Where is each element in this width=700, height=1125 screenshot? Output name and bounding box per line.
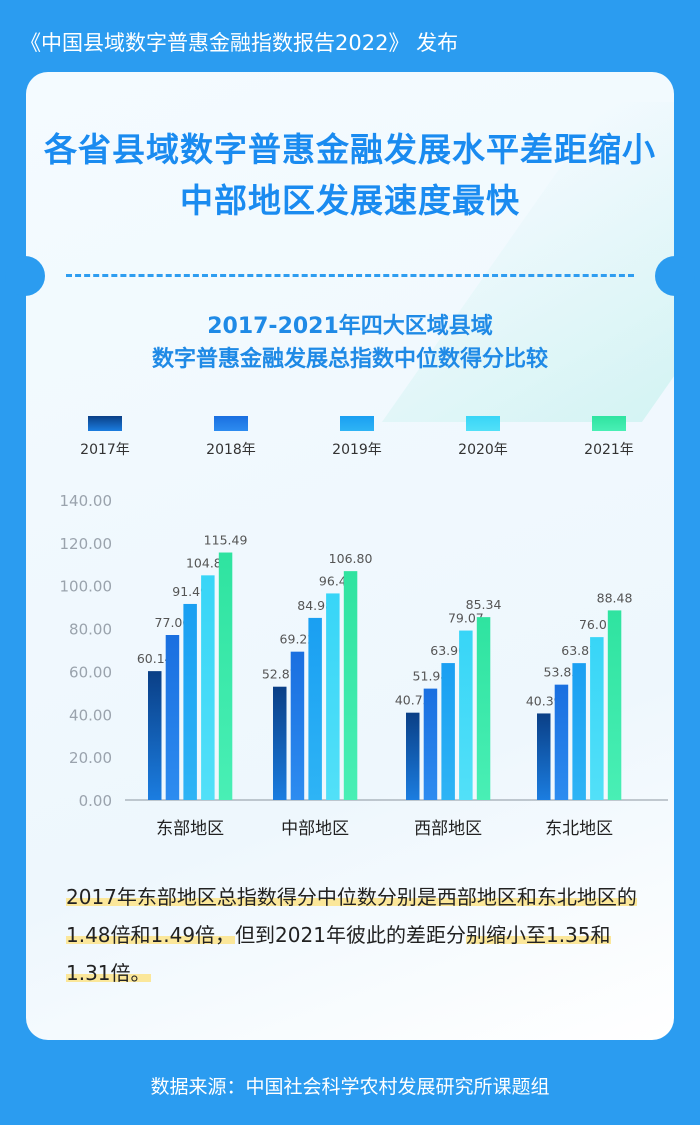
bar <box>308 617 322 800</box>
data-label: 77.00 <box>155 615 191 630</box>
y-tick-label: 80.00 <box>69 621 112 639</box>
dashed-divider <box>66 274 634 277</box>
info-card <box>26 72 674 1040</box>
bar <box>459 630 473 800</box>
bar <box>406 712 420 800</box>
x-category-label: 中部地区 <box>281 819 349 839</box>
note-text: 但到2021年彼此的差距分 <box>235 923 466 947</box>
release-title: 《中国县域数字普惠金融指数报告2022》 发布 <box>20 31 459 55</box>
bar <box>326 593 340 800</box>
x-category-label: 西部地区 <box>414 819 482 839</box>
data-label: 115.49 <box>204 533 248 548</box>
legend-swatch <box>88 416 122 431</box>
legend-item: 2017年 <box>60 416 150 459</box>
ticket-notch-right <box>655 256 695 296</box>
bar <box>165 635 180 800</box>
data-label: 51.98 <box>413 669 449 684</box>
summary-note: 2017年东部地区总指数得分中位数分别是西部地区和东北地区的1.48倍和1.49… <box>66 878 646 992</box>
bar-chart: 0.00 20.00 40.00 60.00 80.00 100.00 120.00 140.… <box>60 492 668 839</box>
ticket-notch-left <box>5 256 45 296</box>
bar <box>572 663 586 800</box>
bar <box>590 637 604 800</box>
y-tick-label: 100.00 <box>60 578 113 596</box>
data-label: 85.34 <box>466 597 502 612</box>
data-label: 52.87 <box>262 667 298 682</box>
headline-line-1: 各省县域数字普惠金融发展水平差距缩小 <box>44 130 656 169</box>
y-tick-label: 40.00 <box>69 706 112 724</box>
legend-item: 2020年 <box>438 416 528 459</box>
bar <box>537 713 551 800</box>
data-label: 53.83 <box>544 665 580 680</box>
data-label: 84.98 <box>297 598 333 613</box>
bar <box>607 610 622 800</box>
data-label: 63.90 <box>430 643 466 658</box>
data-source: 数据来源：中国社会科学农村发展研究所课题组 <box>150 1076 550 1098</box>
chart-title-line-1: 2017-2021年四大区域县域 <box>207 314 493 339</box>
x-category-label: 东部地区 <box>156 819 224 839</box>
data-label: 40.75 <box>395 693 431 708</box>
data-label: 91.49 <box>172 584 208 599</box>
y-tick-label: 60.00 <box>69 663 112 681</box>
bar <box>183 603 197 800</box>
headline-line-2: 中部地区发展速度最快 <box>180 181 520 220</box>
chart-title-line-2: 数字普惠金融发展总指数中位数得分比较 <box>151 347 548 372</box>
y-tick-label: 140.00 <box>60 492 113 510</box>
legend-label: 2017年 <box>80 442 130 458</box>
legend-label: 2021年 <box>584 442 634 458</box>
legend-swatch <box>592 416 626 431</box>
legend-item: 2018年 <box>186 416 276 459</box>
bar <box>423 688 438 800</box>
y-tick-label: 0.00 <box>79 792 112 810</box>
data-label: 76.01 <box>579 617 615 632</box>
bar <box>218 552 233 800</box>
data-label: 96.4 <box>319 573 347 588</box>
bar <box>290 651 305 800</box>
bar <box>273 686 287 800</box>
x-category-label: 东北地区 <box>545 819 613 839</box>
legend-label: 2020年 <box>458 442 508 458</box>
data-label: 88.48 <box>597 590 633 605</box>
legend-swatch <box>214 416 248 431</box>
data-label: 106.80 <box>329 551 373 566</box>
legend-label: 2018年 <box>206 442 256 458</box>
bar <box>343 571 358 800</box>
y-tick-label: 20.00 <box>69 749 112 767</box>
data-label: 69.22 <box>280 632 316 647</box>
data-label: 79.07 <box>448 611 484 626</box>
legend-swatch <box>466 416 500 431</box>
bar <box>441 663 455 800</box>
bar <box>554 684 569 800</box>
note-highlight-1: 2017年东部地区总指数得分中位数分别是西部地区和东 <box>66 885 557 909</box>
data-label: 40.39 <box>526 693 562 708</box>
legend-item: 2019年 <box>312 416 402 459</box>
legend-item: 2021年 <box>564 416 654 459</box>
data-label: 63.87 <box>561 643 597 658</box>
y-tick-label: 120.00 <box>60 535 113 553</box>
legend-swatch <box>340 416 374 431</box>
bar <box>148 671 162 800</box>
bar <box>476 617 491 800</box>
data-label: 60.14 <box>137 651 173 666</box>
legend-label: 2019年 <box>332 442 382 458</box>
bar <box>201 575 215 800</box>
